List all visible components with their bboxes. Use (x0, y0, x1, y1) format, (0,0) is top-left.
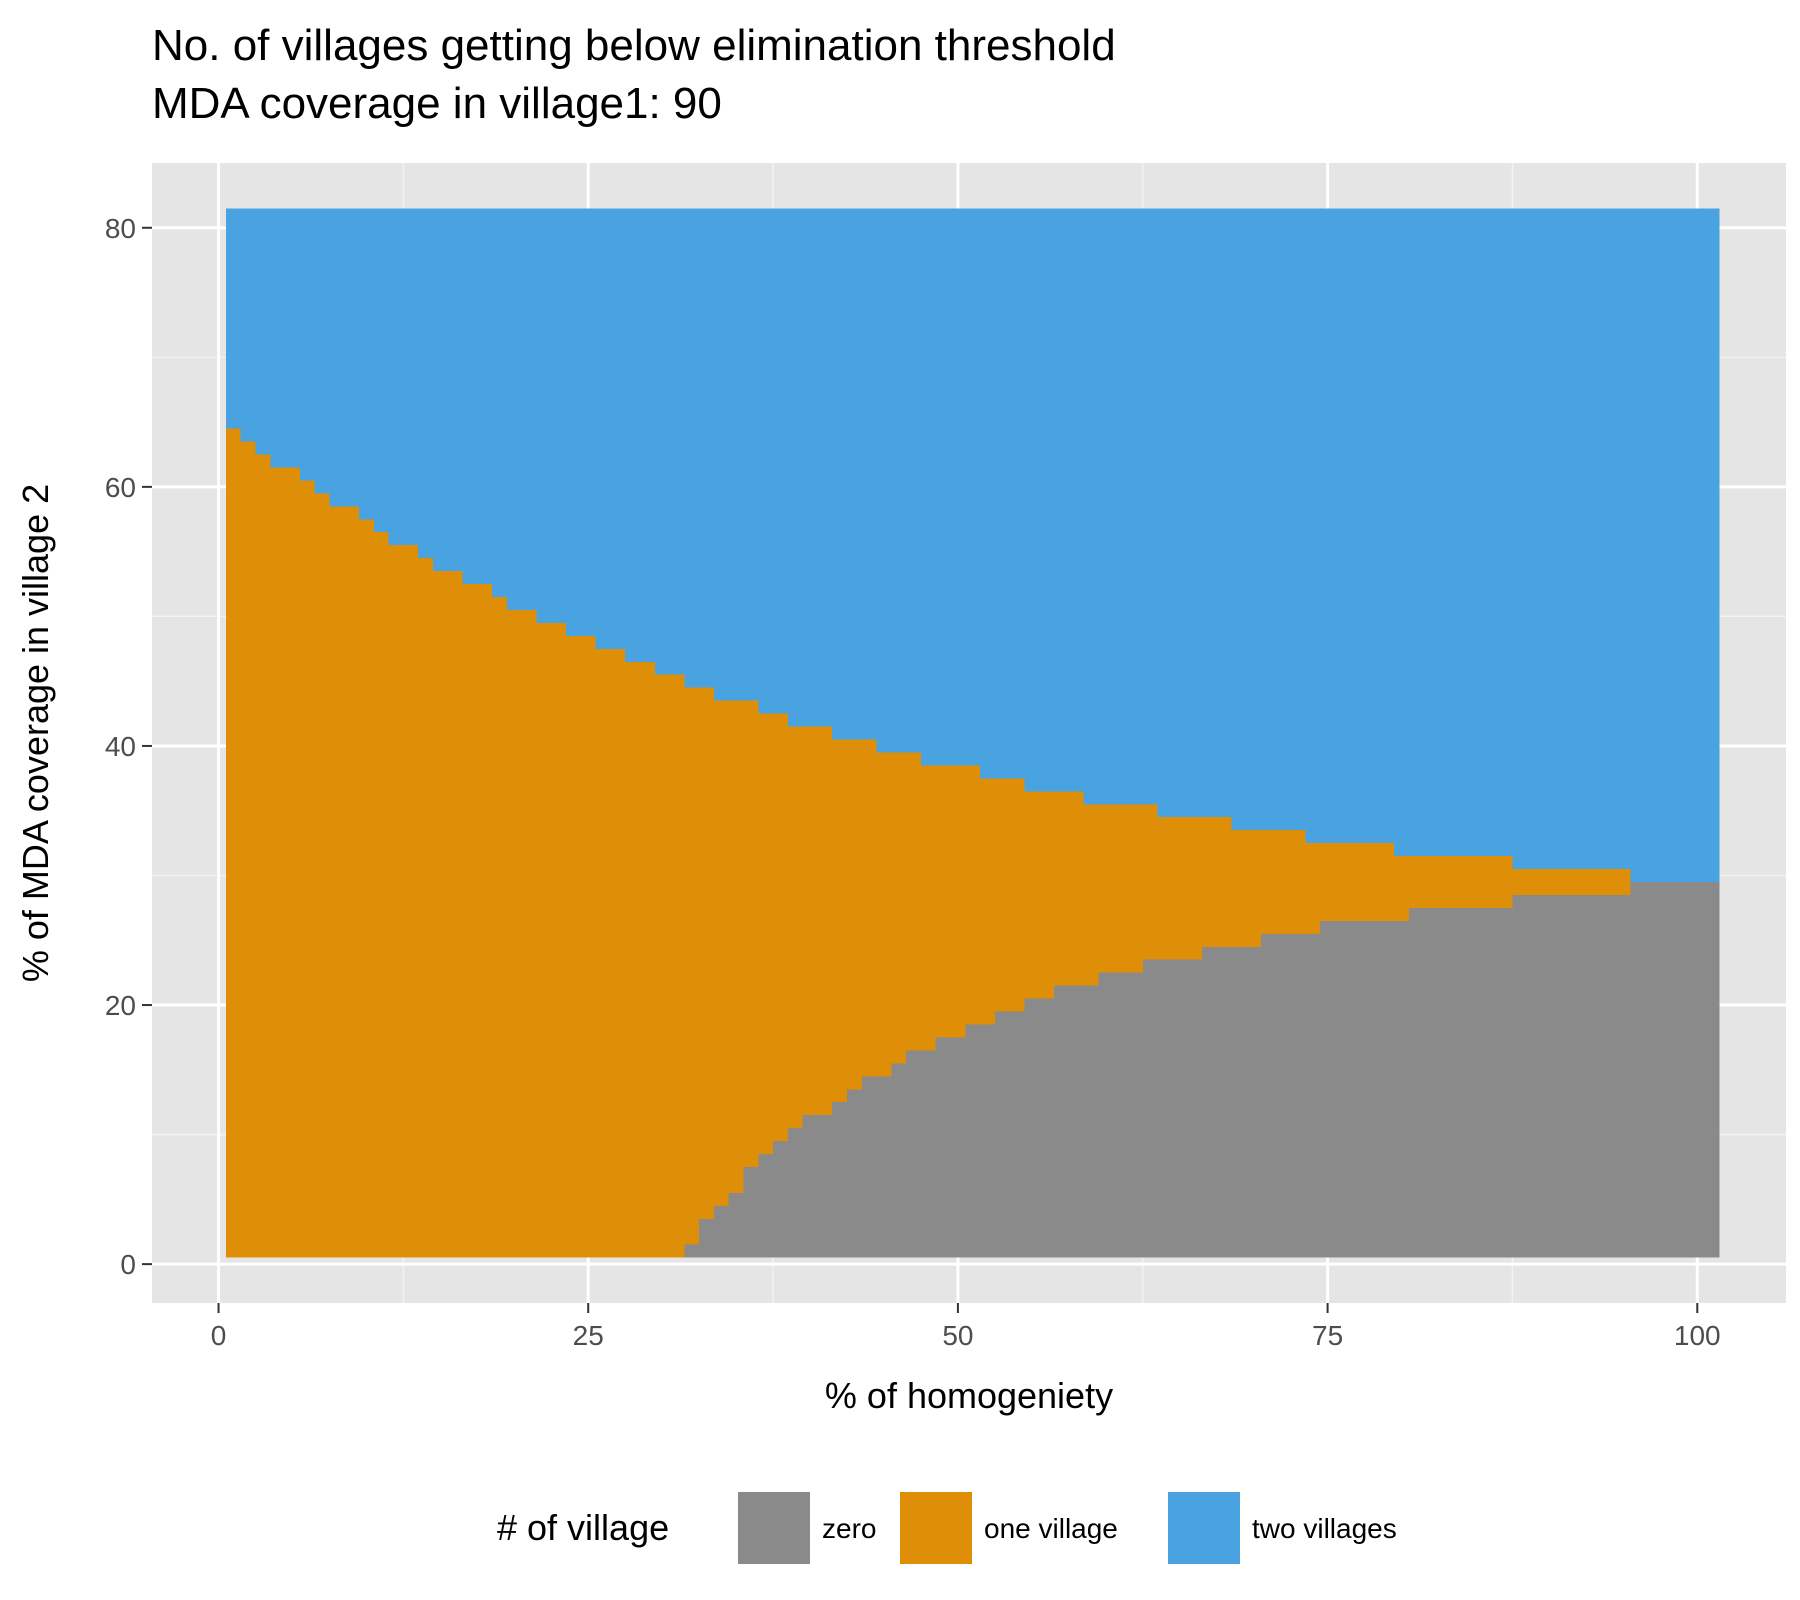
region-zero (684, 881, 1720, 1258)
y-tick-label: 20 (105, 990, 136, 1021)
x-axis-title: % of homogeniety (825, 1375, 1113, 1416)
legend-swatch (1168, 1492, 1240, 1564)
legend: # of village zero one village two villages (497, 1492, 1397, 1564)
legend-label: one village (984, 1513, 1118, 1544)
y-tick-label: 0 (120, 1249, 136, 1280)
chart-title-line-1: No. of villages getting below eliminatio… (152, 21, 1116, 70)
legend-label: zero (822, 1513, 876, 1544)
y-tick-label: 80 (105, 213, 136, 244)
heatmap-regions (225, 208, 1720, 1258)
x-tick-label: 0 (211, 1320, 227, 1351)
y-tick-label: 60 (105, 472, 136, 503)
x-tick-label: 75 (1312, 1320, 1343, 1351)
x-tick-label: 25 (573, 1320, 604, 1351)
y-axis-ticks: 0 20 40 60 80 (105, 213, 152, 1280)
x-axis-ticks: 0 25 50 75 100 (211, 1303, 1721, 1351)
y-axis-title: % of MDA coverage in village 2 (15, 484, 56, 982)
legend-swatch (900, 1492, 972, 1564)
x-tick-label: 100 (1674, 1320, 1721, 1351)
chart-title-line-2: MDA coverage in village1: 90 (152, 79, 722, 128)
legend-swatch (738, 1492, 810, 1564)
x-tick-label: 50 (942, 1320, 973, 1351)
legend-label: two villages (1252, 1513, 1397, 1544)
legend-title: # of village (497, 1507, 669, 1548)
y-tick-label: 40 (105, 731, 136, 762)
